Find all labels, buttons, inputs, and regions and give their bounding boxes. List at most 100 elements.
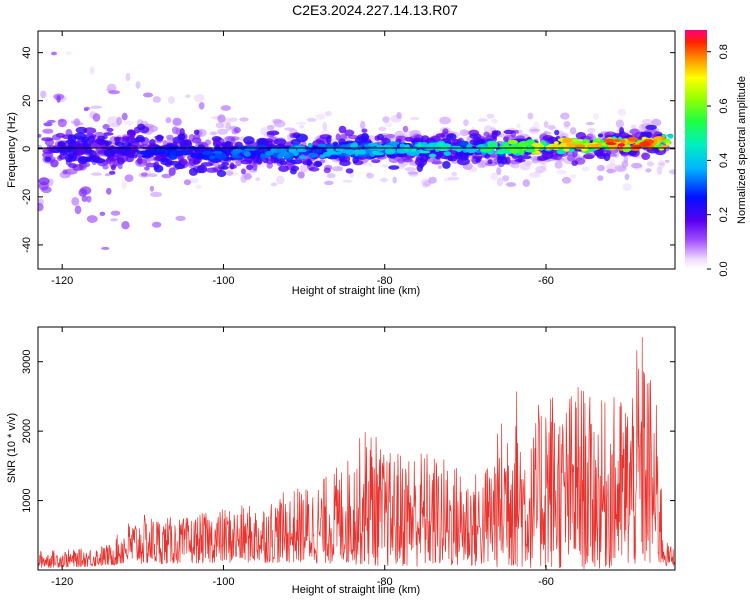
spectrogram-panel: -120 -100 -80 -60 -40 -20 0 20 40 Height of str…: [6, 30, 676, 297]
heatmap-cell: [597, 133, 604, 138]
heatmap-cell: [180, 141, 189, 148]
heatmap-cell: [489, 143, 495, 147]
heatmap-cell: [606, 168, 617, 174]
heatmap-cell: [92, 113, 101, 122]
heatmap-cell: [110, 164, 116, 171]
heatmap-cell: [102, 123, 110, 130]
heatmap-cell: [570, 138, 581, 143]
heatmap-cell: [428, 153, 437, 158]
heatmap-cell: [106, 187, 112, 195]
heatmap-cell: [73, 118, 81, 127]
heatmap-cell: [171, 126, 179, 135]
heatmap-cell: [613, 138, 621, 143]
heatmap-cell: [491, 130, 499, 135]
heatmap-cell: [569, 127, 577, 135]
heatmap-cell: [363, 163, 373, 167]
heatmap-cell: [74, 205, 82, 215]
x-tick-label: -60: [538, 275, 554, 287]
heatmap-cell: [108, 90, 120, 95]
heatmap-cell: [434, 154, 442, 160]
heatmap-cell: [148, 173, 158, 177]
heatmap-cell: [56, 148, 66, 153]
heatmap-cell: [345, 168, 354, 174]
heatmap-cell: [210, 131, 218, 136]
heatmap-cell: [442, 160, 451, 169]
heatmap-cell: [114, 141, 125, 147]
x-tick-label: -120: [51, 576, 73, 588]
heatmap-cell: [574, 144, 586, 148]
heatmap-cell: [510, 148, 519, 154]
heatmap-cell: [220, 165, 229, 170]
heatmap-cell: [620, 138, 626, 144]
heatmap-cell: [563, 121, 571, 127]
heatmap-cell: [124, 174, 134, 183]
heatmap-cell: [65, 139, 76, 145]
heatmap-cell: [272, 118, 282, 124]
heatmap-cell: [307, 142, 313, 149]
x-tick-label: -60: [538, 576, 554, 588]
heatmap-cell: [353, 149, 361, 154]
heatmap-cell: [116, 116, 122, 126]
heatmap-cell: [630, 144, 643, 148]
heatmap-cell: [322, 121, 328, 131]
heatmap-cell: [384, 148, 396, 155]
heatmap-cell: [270, 182, 278, 187]
heatmap-cell: [443, 151, 452, 156]
heatmap-cell: [442, 128, 449, 135]
heatmap-cell: [278, 165, 289, 172]
heatmap-cell: [46, 119, 56, 123]
heatmap-cell: [641, 152, 651, 160]
heatmap-cell: [150, 191, 163, 197]
heatmap-cell: [246, 164, 254, 170]
heatmap-cell: [152, 96, 161, 103]
heatmap-cell: [38, 203, 44, 212]
heatmap-cell: [562, 137, 573, 144]
snr-panel: -120 -100 -80 -60 1000 2000 3000 Height of st…: [6, 326, 676, 596]
heatmap-cell: [451, 171, 458, 177]
heatmap-cell: [556, 169, 568, 175]
heatmap-cell: [273, 138, 287, 145]
heatmap-cell: [172, 117, 182, 126]
heatmap-cell: [311, 149, 323, 153]
heatmap-cell: [326, 135, 332, 144]
heatmap-cell: [541, 150, 554, 160]
heatmap-cell: [496, 177, 503, 187]
heatmap-cell: [313, 160, 323, 168]
heatmap-cell: [609, 158, 616, 166]
heatmap-cell: [503, 136, 509, 142]
heatmap-cell: [108, 170, 116, 175]
heatmap-cell: [232, 148, 243, 154]
heatmap-cell: [297, 149, 307, 153]
heatmap-cell: [419, 150, 431, 154]
heatmap-cell: [407, 171, 419, 175]
heatmap-cell: [140, 172, 148, 177]
heatmap-cell: [484, 125, 493, 134]
heatmap-cell: [619, 127, 625, 135]
heatmap-cell: [553, 141, 559, 145]
heatmap-cell: [225, 140, 232, 147]
heatmap-cell: [38, 133, 42, 138]
heatmap-cell: [87, 135, 96, 144]
heatmap-cell: [295, 121, 307, 126]
heatmap-cell: [376, 144, 383, 149]
heatmap-cell: [627, 136, 638, 142]
heatmap-cell: [149, 185, 155, 192]
heatmap-cell: [527, 112, 534, 120]
heatmap-cell: [491, 118, 498, 124]
heatmap-cell: [404, 167, 417, 172]
heatmap-cell: [123, 120, 134, 126]
heatmap-cell: [645, 168, 652, 173]
heatmap-cell: [203, 155, 209, 160]
heatmap-cell: [644, 131, 653, 138]
heatmap-cell: [262, 156, 269, 164]
heatmap-cell: [597, 142, 602, 147]
colorbar: 0.0 0.2 0.4 0.6 0.8 Normalized spectral ampl…: [685, 30, 748, 277]
colorbar-tick-label: 0.2: [718, 207, 730, 222]
heatmap-cell: [431, 160, 443, 165]
heatmap-cell: [331, 166, 344, 172]
heatmap-cell: [603, 139, 614, 143]
heatmap-cell: [581, 166, 590, 172]
heatmap-cell: [299, 164, 309, 173]
heatmap-cell: [85, 156, 92, 163]
colorbar-ticks: 0.0 0.2 0.4 0.6 0.8: [707, 44, 730, 277]
